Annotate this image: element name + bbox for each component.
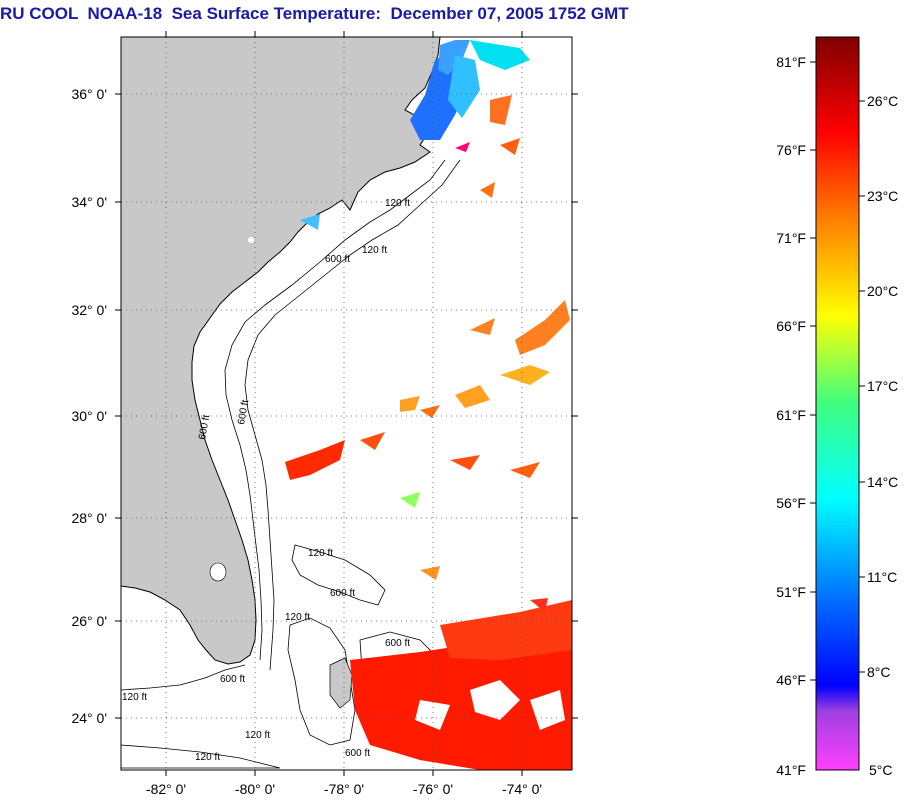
svg-text:600 ft: 600 ft — [385, 638, 410, 649]
lat-label: 32° 0' — [71, 302, 107, 318]
colorbar-f-label: 56°F — [776, 495, 806, 511]
colorbar-c-label: 14°C — [867, 474, 898, 490]
svg-text:600 ft: 600 ft — [345, 748, 370, 759]
lon-label: -76° 0' — [413, 781, 453, 797]
map-title: RU COOL NOAA-18 Sea Surface Temperature:… — [0, 4, 629, 23]
axis-ticks — [115, 31, 578, 776]
svg-text:600 ft: 600 ft — [220, 674, 245, 685]
lat-label: 24° 0' — [71, 710, 107, 726]
contour-labels: 120 ft 600 ft 120 ft 600 ft 600 ft 120 f… — [122, 198, 410, 763]
lat-label: 36° 0' — [71, 86, 107, 102]
svg-text:600 ft: 600 ft — [325, 254, 350, 265]
lon-label: -74° 0' — [502, 781, 542, 797]
andros-island — [329, 657, 353, 709]
lon-label: -82° 0' — [146, 781, 186, 797]
svg-text:120 ft: 120 ft — [245, 730, 270, 741]
svg-text:120 ft: 120 ft — [285, 612, 310, 623]
colorbar-c-label: 8°C — [867, 664, 891, 680]
lake-okeechobee — [209, 562, 227, 582]
svg-text:600 ft: 600 ft — [330, 588, 355, 599]
longitude-labels: -82° 0' -80° 0' -78° 0' -76° 0' -74° 0' — [146, 781, 542, 797]
svg-text:120 ft: 120 ft — [385, 198, 410, 209]
land-lake — [248, 237, 254, 243]
lon-label: -78° 0' — [324, 781, 364, 797]
svg-text:120 ft: 120 ft — [122, 692, 147, 703]
colorbar-f-label: 41°F — [776, 762, 806, 778]
colorbar-c-labels: 26°C 23°C 20°C 17°C 14°C 11°C 8°C 5°C — [859, 93, 898, 778]
colorbar-c-label: 5°C — [869, 762, 893, 778]
land-southeast-us — [121, 37, 441, 665]
lat-label: 34° 0' — [71, 194, 107, 210]
svg-text:120 ft: 120 ft — [362, 245, 387, 256]
contour-600ft — [244, 159, 461, 671]
colorbar-c-label: 11°C — [867, 569, 897, 585]
bahamas-bank-little — [291, 544, 386, 606]
albemarle-sound — [438, 40, 470, 75]
colorbar — [815, 36, 860, 771]
colorbar-c-label: 20°C — [867, 283, 898, 299]
colorbar-f-label: 66°F — [776, 318, 806, 334]
colorbar-f-label: 81°F — [776, 54, 806, 70]
lat-label: 28° 0' — [71, 510, 107, 526]
colorbar-f-label: 61°F — [776, 407, 806, 423]
svg-text:120 ft: 120 ft — [308, 548, 333, 559]
colorbar-f-label: 76°F — [776, 142, 806, 158]
colorbar-c-label: 23°C — [867, 188, 898, 204]
svg-text:600 ft: 600 ft — [197, 414, 212, 441]
lon-label: -80° 0' — [235, 781, 275, 797]
colorbar-f-label: 71°F — [776, 230, 806, 246]
colorbar-c-label: 26°C — [867, 93, 898, 109]
colorbar-f-label: 46°F — [776, 672, 806, 688]
latitude-labels: 36° 0' 34° 0' 32° 0' 30° 0' 28° 0' 26° 0… — [71, 86, 107, 726]
svg-text:120 ft: 120 ft — [195, 752, 220, 763]
colorbar-c-label: 17°C — [867, 378, 898, 394]
lat-label: 26° 0' — [71, 613, 107, 629]
colorbar-f-labels: 81°F 76°F 71°F 66°F 61°F 56°F 51°F 46°F … — [776, 54, 816, 778]
sst-patches — [285, 40, 572, 770]
grid-lines — [121, 37, 572, 770]
contour-120ft — [224, 159, 446, 661]
keys-bank — [121, 664, 246, 691]
svg-text:600 ft: 600 ft — [236, 399, 251, 426]
lat-label: 30° 0' — [71, 408, 107, 424]
cuba-bank — [121, 744, 281, 769]
colorbar-f-label: 51°F — [776, 584, 806, 600]
bahamas-bank-great — [287, 617, 356, 746]
